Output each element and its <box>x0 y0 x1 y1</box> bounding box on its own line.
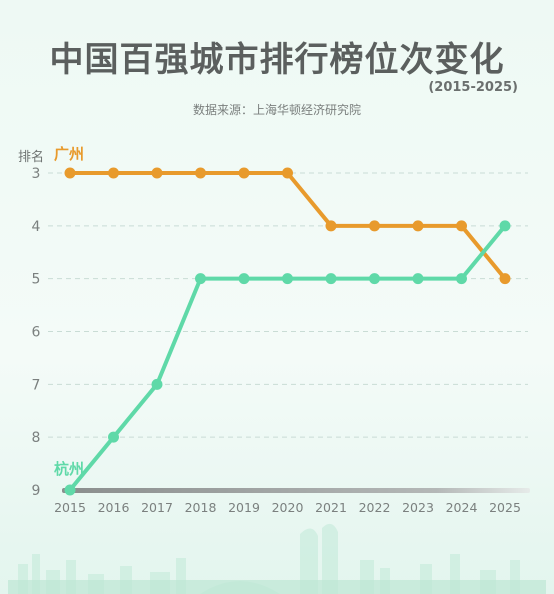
series-line <box>68 223 507 492</box>
x-axis-line <box>62 488 530 493</box>
data-point <box>325 220 337 232</box>
y-tick-label: 7 <box>32 377 41 393</box>
x-tick-label: 2018 <box>185 500 217 515</box>
x-tick-label: 2021 <box>315 500 347 515</box>
series-line <box>68 171 507 281</box>
y-tick-label: 4 <box>32 219 41 235</box>
data-point <box>282 167 293 179</box>
data-point <box>412 273 424 285</box>
x-tick-label: 2016 <box>98 500 130 515</box>
x-tick-label: 2022 <box>359 500 391 515</box>
data-point <box>412 220 424 232</box>
data-point <box>369 273 380 285</box>
x-tick-label: 2024 <box>446 500 478 515</box>
data-point <box>499 273 511 285</box>
data-point <box>195 167 206 179</box>
y-tick-label: 6 <box>32 325 41 341</box>
data-point <box>282 273 293 285</box>
data-point <box>195 273 206 285</box>
series-label: 广州 <box>54 145 84 163</box>
data-point <box>238 167 250 179</box>
x-tick-label: 2023 <box>402 500 434 515</box>
chart-period: (2015-2025) <box>428 80 518 95</box>
data-point <box>64 167 76 179</box>
data-point <box>369 220 380 232</box>
y-ticks: 3 4 5 6 7 8 9 <box>32 166 41 499</box>
x-ticks: 2015 2016 2017 2018 2019 2020 2021 2022 2023 2024… <box>54 500 521 515</box>
data-point <box>238 273 250 285</box>
data-point <box>108 431 119 443</box>
y-tick-label: 5 <box>32 272 41 288</box>
series-label: 杭州 <box>54 460 84 478</box>
x-tick-label: 2015 <box>54 500 86 515</box>
data-point <box>456 273 467 285</box>
data-source: 数据来源：上海华顿经济研究院 <box>192 103 361 117</box>
x-tick-label: 2025 <box>489 500 521 515</box>
y-tick-label: 9 <box>32 483 41 499</box>
data-point <box>108 167 119 179</box>
grid-lines <box>48 172 528 438</box>
x-tick-label: 2019 <box>228 500 260 515</box>
page-title: 中国百强城市排行榜位次变化 <box>49 40 505 80</box>
data-point <box>151 378 163 390</box>
y-axis-label: 排名 <box>18 149 44 165</box>
series-2: 杭州 <box>54 220 511 496</box>
x-tick-label: 2017 <box>141 500 173 515</box>
y-tick-label: 8 <box>32 430 41 446</box>
data-point <box>64 484 76 496</box>
data-point <box>325 273 337 285</box>
skyline-illustration <box>8 523 546 594</box>
y-tick-label: 3 <box>32 166 41 182</box>
data-point <box>499 220 511 232</box>
data-point <box>151 167 163 179</box>
series-1: 广州 <box>54 145 511 285</box>
data-point <box>456 220 467 232</box>
x-tick-label: 2020 <box>272 500 304 515</box>
